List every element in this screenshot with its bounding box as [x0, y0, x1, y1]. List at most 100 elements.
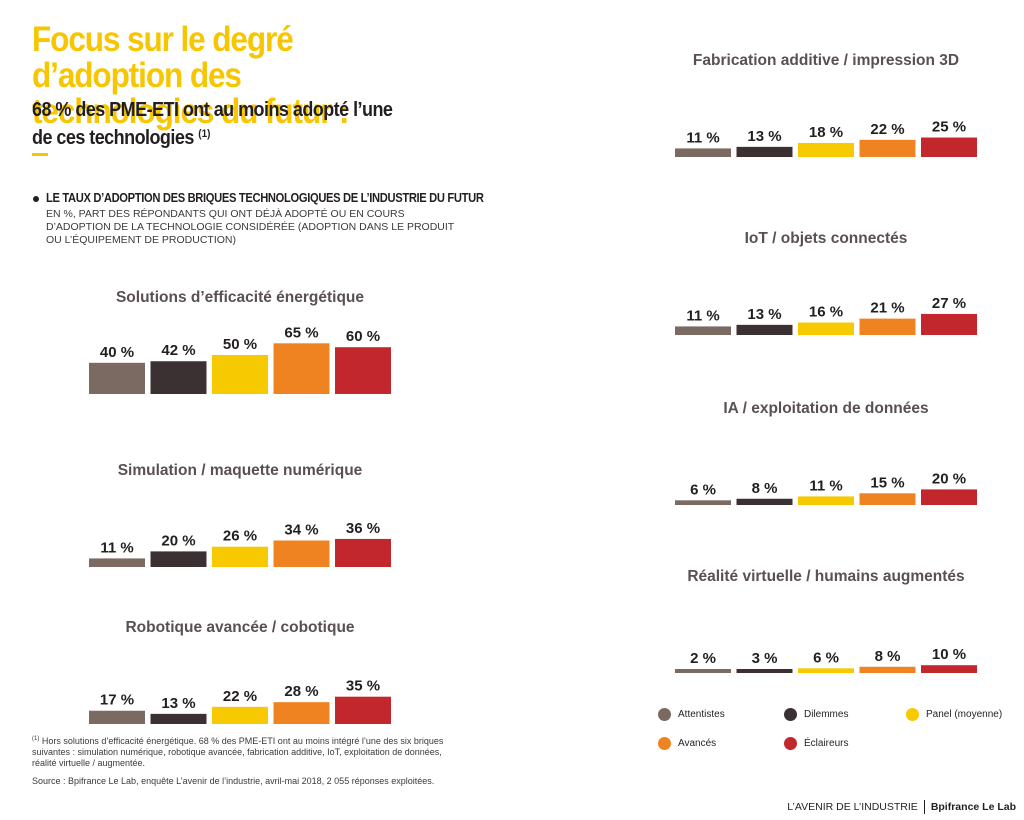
bar-value-label: 60 %	[346, 328, 380, 345]
bar-4	[921, 489, 977, 505]
bar-3	[273, 702, 330, 724]
footnote: (1) Hors solutions d’efficacité énergéti…	[32, 734, 462, 769]
legend-swatch-icon	[784, 708, 797, 721]
bar-value-label: 13 %	[161, 695, 195, 712]
bar-2	[798, 496, 854, 505]
bar-1	[150, 361, 207, 394]
bar-value-label: 6 %	[813, 649, 839, 666]
bar-value-label: 8 %	[752, 480, 778, 497]
chart-title: Simulation / maquette numérique	[118, 462, 363, 479]
bar-0	[89, 710, 145, 724]
chart-svg: Fabrication additive / impression 3D 11 %…	[675, 52, 977, 157]
bar-4	[335, 347, 391, 394]
chart-svg: Simulation / maquette numérique 11 % 20 % 2…	[89, 462, 391, 567]
legend-item-attentistes: Attentistes	[658, 708, 725, 721]
bar-value-label: 35 %	[346, 678, 380, 695]
legend-item-panel: Panel (moyenne)	[906, 708, 1002, 721]
bar-3	[273, 343, 330, 394]
chart-title: Robotique avancée / cobotique	[125, 619, 354, 636]
footnote-marker: (1)	[32, 736, 40, 742]
bar-value-label: 65 %	[284, 324, 318, 341]
bar-1	[150, 551, 207, 567]
legend-item-avances: Avancés	[658, 737, 716, 750]
bar-value-label: 28 %	[284, 683, 318, 700]
chart-title: IoT / objets connectés	[745, 230, 908, 247]
legend-swatch-icon	[906, 708, 919, 721]
legend-swatch-icon	[658, 737, 671, 750]
chart-efficacite-energetique: Solutions d’efficacité énergétique 40 % 42…	[40, 282, 450, 442]
bar-value-label: 34 %	[284, 521, 318, 538]
bar-value-label: 13 %	[747, 306, 781, 323]
bar-0	[89, 558, 145, 567]
bar-value-label: 27 %	[932, 295, 966, 312]
bar-1	[150, 713, 207, 724]
bar-4	[921, 137, 977, 157]
section-description: En %, part des répondants qui ont déjà a…	[46, 208, 455, 246]
page-footer: L’AVENIR DE L’INDUSTRIE Bpifrance Le Lab	[787, 800, 1016, 814]
bar-3	[859, 666, 916, 673]
chart-realite-virtuelle: Réalité virtuelle / humains augmentés 2 %…	[626, 561, 1024, 721]
bar-0	[675, 326, 731, 335]
subtitle-footnote-marker: (1)	[198, 128, 211, 140]
bar-value-label: 16 %	[809, 304, 843, 321]
bar-value-label: 11 %	[100, 539, 133, 556]
chart-svg: Robotique avancée / cobotique 17 % 13 % 22 …	[89, 619, 391, 724]
bar-value-label: 11 %	[809, 477, 842, 494]
bar-0	[675, 148, 731, 157]
legend-label: Dilemmes	[804, 709, 849, 720]
bar-value-label: 11 %	[686, 129, 719, 146]
chart-iot: IoT / objets connectés 11 % 13 % 16 % 21 % 27…	[626, 223, 1024, 383]
bar-value-label: 13 %	[747, 128, 781, 145]
bar-0	[675, 669, 731, 673]
bar-value-label: 36 %	[346, 520, 380, 537]
chart-simulation: Simulation / maquette numérique 11 % 20 % 2…	[40, 455, 450, 615]
chart-legend: Attentistes Dilemmes Panel (moyenne) Ava…	[658, 708, 1018, 758]
bar-1	[736, 669, 793, 673]
chart-robotique: Robotique avancée / cobotique 17 % 13 % 22 …	[40, 612, 450, 772]
legend-label: Éclaireurs	[804, 738, 849, 749]
bar-value-label: 8 %	[875, 648, 901, 665]
bar-2	[212, 355, 268, 394]
footer-brand: Bpifrance Le Lab	[930, 801, 1016, 813]
bar-2	[798, 322, 854, 335]
bar-value-label: 40 %	[100, 344, 134, 361]
bar-1	[736, 498, 793, 505]
bar-0	[675, 500, 731, 505]
legend-label: Attentistes	[678, 709, 725, 720]
bar-value-label: 18 %	[809, 124, 843, 141]
bar-value-label: 10 %	[932, 646, 966, 663]
bar-1	[736, 146, 793, 157]
chart-svg: IA / exploitation de données 6 % 8 % 11 % 15…	[675, 400, 977, 505]
legend-item-dilemmes: Dilemmes	[784, 708, 848, 721]
bar-4	[921, 313, 977, 335]
chart-svg: IoT / objets connectés 11 % 13 % 16 % 21 % 27…	[675, 230, 977, 335]
title-rule	[32, 153, 48, 156]
chart-title: IA / exploitation de données	[723, 400, 928, 417]
bar-4	[335, 538, 391, 567]
bar-3	[859, 493, 916, 505]
bar-value-label: 21 %	[870, 300, 904, 317]
bar-value-label: 3 %	[752, 650, 778, 667]
bar-value-label: 15 %	[870, 474, 904, 491]
footer-publication: L’AVENIR DE L’INDUSTRIE	[787, 801, 918, 813]
legend-item-eclaireurs: Éclaireurs	[784, 737, 848, 750]
section-heading: LE TAUX D’ADOPTION DES BRIQUES TECHNOLOG…	[46, 190, 484, 205]
bar-value-label: 6 %	[690, 481, 716, 498]
source-note: Source : Bpifrance Le Lab, enquête L’ave…	[32, 776, 435, 786]
legend-label: Panel (moyenne)	[926, 709, 1003, 720]
bar-2	[212, 706, 268, 724]
bar-3	[273, 540, 330, 567]
bar-3	[859, 318, 916, 335]
bar-value-label: 25 %	[932, 119, 966, 136]
bar-0	[89, 362, 145, 394]
bar-value-label: 2 %	[690, 650, 716, 667]
bullet-icon	[33, 196, 39, 202]
chart-svg: Solutions d’efficacité énergétique 40 % 42…	[89, 289, 391, 394]
bar-2	[798, 668, 854, 673]
bar-value-label: 20 %	[161, 532, 195, 549]
chart-title: Fabrication additive / impression 3D	[693, 52, 959, 69]
bar-value-label: 11 %	[686, 307, 719, 324]
bar-value-label: 22 %	[223, 688, 257, 705]
page-title: Focus sur le degré d’adoption des techno…	[32, 20, 349, 131]
bar-value-label: 50 %	[223, 336, 257, 353]
